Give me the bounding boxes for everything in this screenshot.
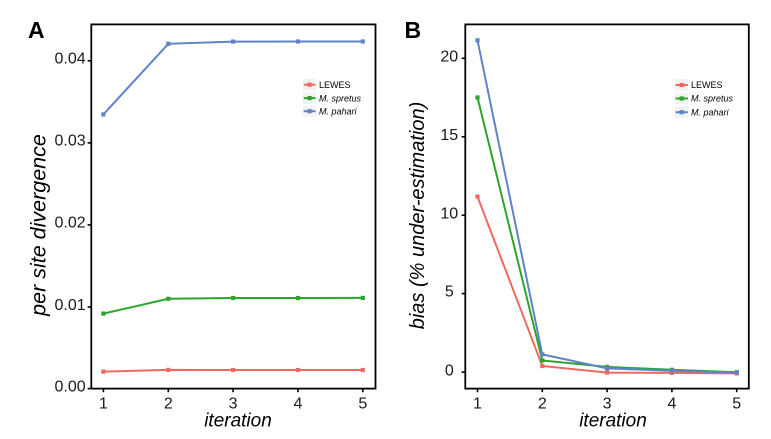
svg-text:iteration: iteration: [204, 411, 272, 432]
svg-text:A: A: [28, 17, 45, 43]
svg-text:0.02: 0.02: [55, 215, 86, 232]
svg-text:0.00: 0.00: [55, 378, 86, 395]
svg-text:0.01: 0.01: [55, 297, 86, 314]
svg-text:bias (% under-estimation): bias (% under-estimation): [407, 102, 429, 330]
svg-text:4: 4: [667, 396, 676, 413]
svg-text:1: 1: [99, 396, 108, 413]
svg-text:3: 3: [229, 396, 238, 413]
svg-text:0: 0: [445, 362, 454, 379]
svg-text:4: 4: [294, 396, 303, 413]
svg-text:2: 2: [538, 396, 547, 413]
svg-text:5: 5: [358, 396, 367, 413]
svg-text:3: 3: [603, 396, 612, 413]
svg-text:LEWES: LEWES: [319, 80, 351, 90]
svg-text:LEWES: LEWES: [691, 80, 723, 90]
svg-text:1: 1: [473, 396, 482, 413]
svg-text:M. spretus: M. spretus: [319, 93, 362, 103]
svg-text:0.03: 0.03: [55, 133, 86, 150]
svg-text:10: 10: [440, 205, 458, 222]
svg-text:B: B: [405, 17, 422, 43]
svg-text:M. spretus: M. spretus: [691, 94, 734, 104]
svg-text:0.04: 0.04: [55, 51, 86, 68]
svg-text:M. pahari: M. pahari: [691, 107, 730, 117]
svg-text:iteration: iteration: [579, 411, 647, 432]
svg-text:5: 5: [732, 396, 741, 413]
svg-text:per site divergence: per site divergence: [27, 134, 51, 317]
svg-text:20: 20: [440, 48, 458, 65]
svg-text:15: 15: [440, 127, 458, 144]
svg-text:M. pahari: M. pahari: [319, 106, 358, 116]
svg-text:2: 2: [164, 396, 173, 413]
svg-text:5: 5: [445, 284, 454, 301]
